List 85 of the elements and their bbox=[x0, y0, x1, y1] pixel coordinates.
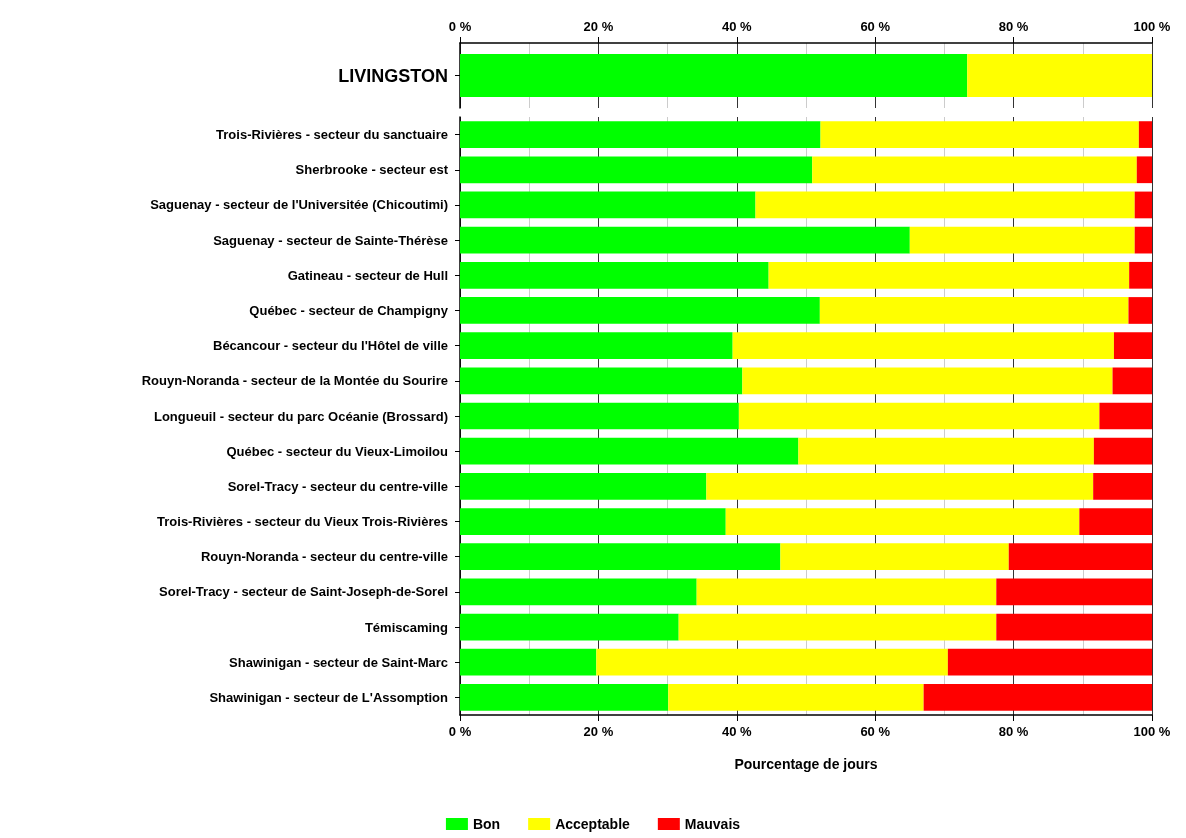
y-tick-label: Shawinigan - secteur de L'Assomption bbox=[209, 689, 449, 705]
bar bbox=[996, 578, 1152, 606]
y-tick-label: Sorel-Tracy - secteur de Saint-Joseph-de-Sorel bbox=[159, 584, 448, 600]
bar bbox=[725, 508, 1080, 535]
bar bbox=[596, 648, 948, 676]
bar bbox=[1134, 191, 1152, 219]
x-tick-label: 80 % bbox=[998, 724, 1029, 739]
bar bbox=[460, 121, 821, 148]
bar bbox=[460, 472, 707, 500]
bar bbox=[1136, 156, 1152, 184]
bar bbox=[460, 261, 769, 289]
bar bbox=[742, 367, 1113, 395]
bar bbox=[678, 613, 997, 641]
y-tick-label: Saguenay - secteur de l'Universitée (Chicoutimi) bbox=[150, 197, 448, 213]
bar bbox=[1112, 367, 1152, 395]
y-tick-label: Sherbrooke - secteur est bbox=[295, 162, 449, 178]
y-tick-label: LIVINGSTON bbox=[338, 65, 448, 86]
bar bbox=[819, 297, 1129, 324]
bar bbox=[1138, 121, 1152, 148]
bar bbox=[460, 191, 756, 219]
bar bbox=[1008, 543, 1152, 571]
bar bbox=[768, 261, 1130, 289]
x-tick-label: 0 % bbox=[448, 724, 472, 739]
bar bbox=[460, 297, 820, 324]
bar bbox=[696, 578, 997, 606]
x-tick-label: 100 % bbox=[1133, 724, 1171, 739]
y-tick-label: Bécancour - secteur du l'Hôtel de ville bbox=[213, 338, 448, 354]
bar bbox=[1134, 226, 1152, 254]
y-tick-label: Gatineau - secteur de Hull bbox=[287, 267, 448, 283]
y-tick-label: Shawinigan - secteur de Saint-Marc bbox=[229, 654, 448, 670]
x-tick-label: 20 % bbox=[583, 19, 614, 34]
bar bbox=[460, 367, 743, 395]
bar bbox=[460, 543, 781, 571]
x-axis-title: Pourcentage de jours bbox=[734, 756, 878, 772]
y-tick-label: Saguenay - secteur de Sainte-Thérèse bbox=[213, 232, 448, 248]
bar bbox=[1128, 297, 1152, 324]
bar bbox=[947, 648, 1152, 676]
bar bbox=[1093, 472, 1152, 500]
bar bbox=[460, 578, 697, 606]
x-tick-label: 20 % bbox=[583, 724, 614, 739]
bar bbox=[812, 156, 1137, 184]
legend-label: Mauvais bbox=[684, 816, 741, 832]
bar bbox=[668, 684, 924, 711]
y-tick-label: Rouyn-Noranda - secteur de la Montée du Sourire bbox=[141, 373, 448, 389]
bar bbox=[460, 402, 739, 430]
bar bbox=[706, 472, 1094, 500]
bar bbox=[460, 437, 799, 465]
y-tick-label: Témiscaming bbox=[364, 619, 449, 635]
x-tick-label: 60 % bbox=[860, 19, 891, 34]
bar bbox=[460, 156, 813, 184]
bar bbox=[923, 684, 1152, 711]
y-tick-label: Rouyn-Noranda - secteur du centre-ville bbox=[200, 549, 448, 565]
bar bbox=[996, 613, 1152, 641]
y-tick-label: Trois-Rivières - secteur du sanctuaire bbox=[216, 127, 448, 143]
bar bbox=[1079, 508, 1152, 535]
y-tick-label: Québec - secteur du Vieux-Limoilou bbox=[226, 443, 449, 459]
bar bbox=[1129, 261, 1152, 289]
y-tick-label: Sorel-Tracy - secteur du centre-ville bbox=[227, 478, 448, 494]
y-tick-label: Trois-Rivières - secteur du Vieux Trois-Rivières bbox=[157, 514, 448, 530]
x-tick-label: 60 % bbox=[860, 724, 891, 739]
x-tick-label: 80 % bbox=[998, 19, 1029, 34]
bar bbox=[909, 226, 1135, 254]
bar bbox=[460, 684, 669, 711]
bar bbox=[820, 121, 1139, 148]
bar bbox=[738, 402, 1100, 430]
bar bbox=[460, 332, 733, 360]
bar bbox=[780, 543, 1009, 571]
bar bbox=[732, 332, 1114, 360]
bar bbox=[1113, 332, 1152, 360]
y-tick-label: Québec - secteur de Champigny bbox=[249, 302, 449, 318]
x-tick-label: 40 % bbox=[721, 724, 753, 739]
x-tick-label: 100 % bbox=[1133, 19, 1171, 34]
bar bbox=[460, 226, 910, 254]
x-tick-label: 0 % bbox=[448, 19, 472, 34]
legend-label: Acceptable bbox=[555, 816, 631, 832]
bar bbox=[460, 648, 597, 676]
y-tick-label: Longueuil - secteur du parc Océanie (Brossard) bbox=[153, 408, 448, 424]
bar bbox=[1093, 437, 1152, 465]
bar bbox=[460, 508, 726, 535]
x-tick-label: 40 % bbox=[721, 19, 753, 34]
legend-label: Bon bbox=[472, 816, 501, 832]
bar bbox=[755, 191, 1135, 219]
bar bbox=[460, 613, 679, 641]
bar bbox=[798, 437, 1094, 465]
bar bbox=[1099, 402, 1152, 430]
